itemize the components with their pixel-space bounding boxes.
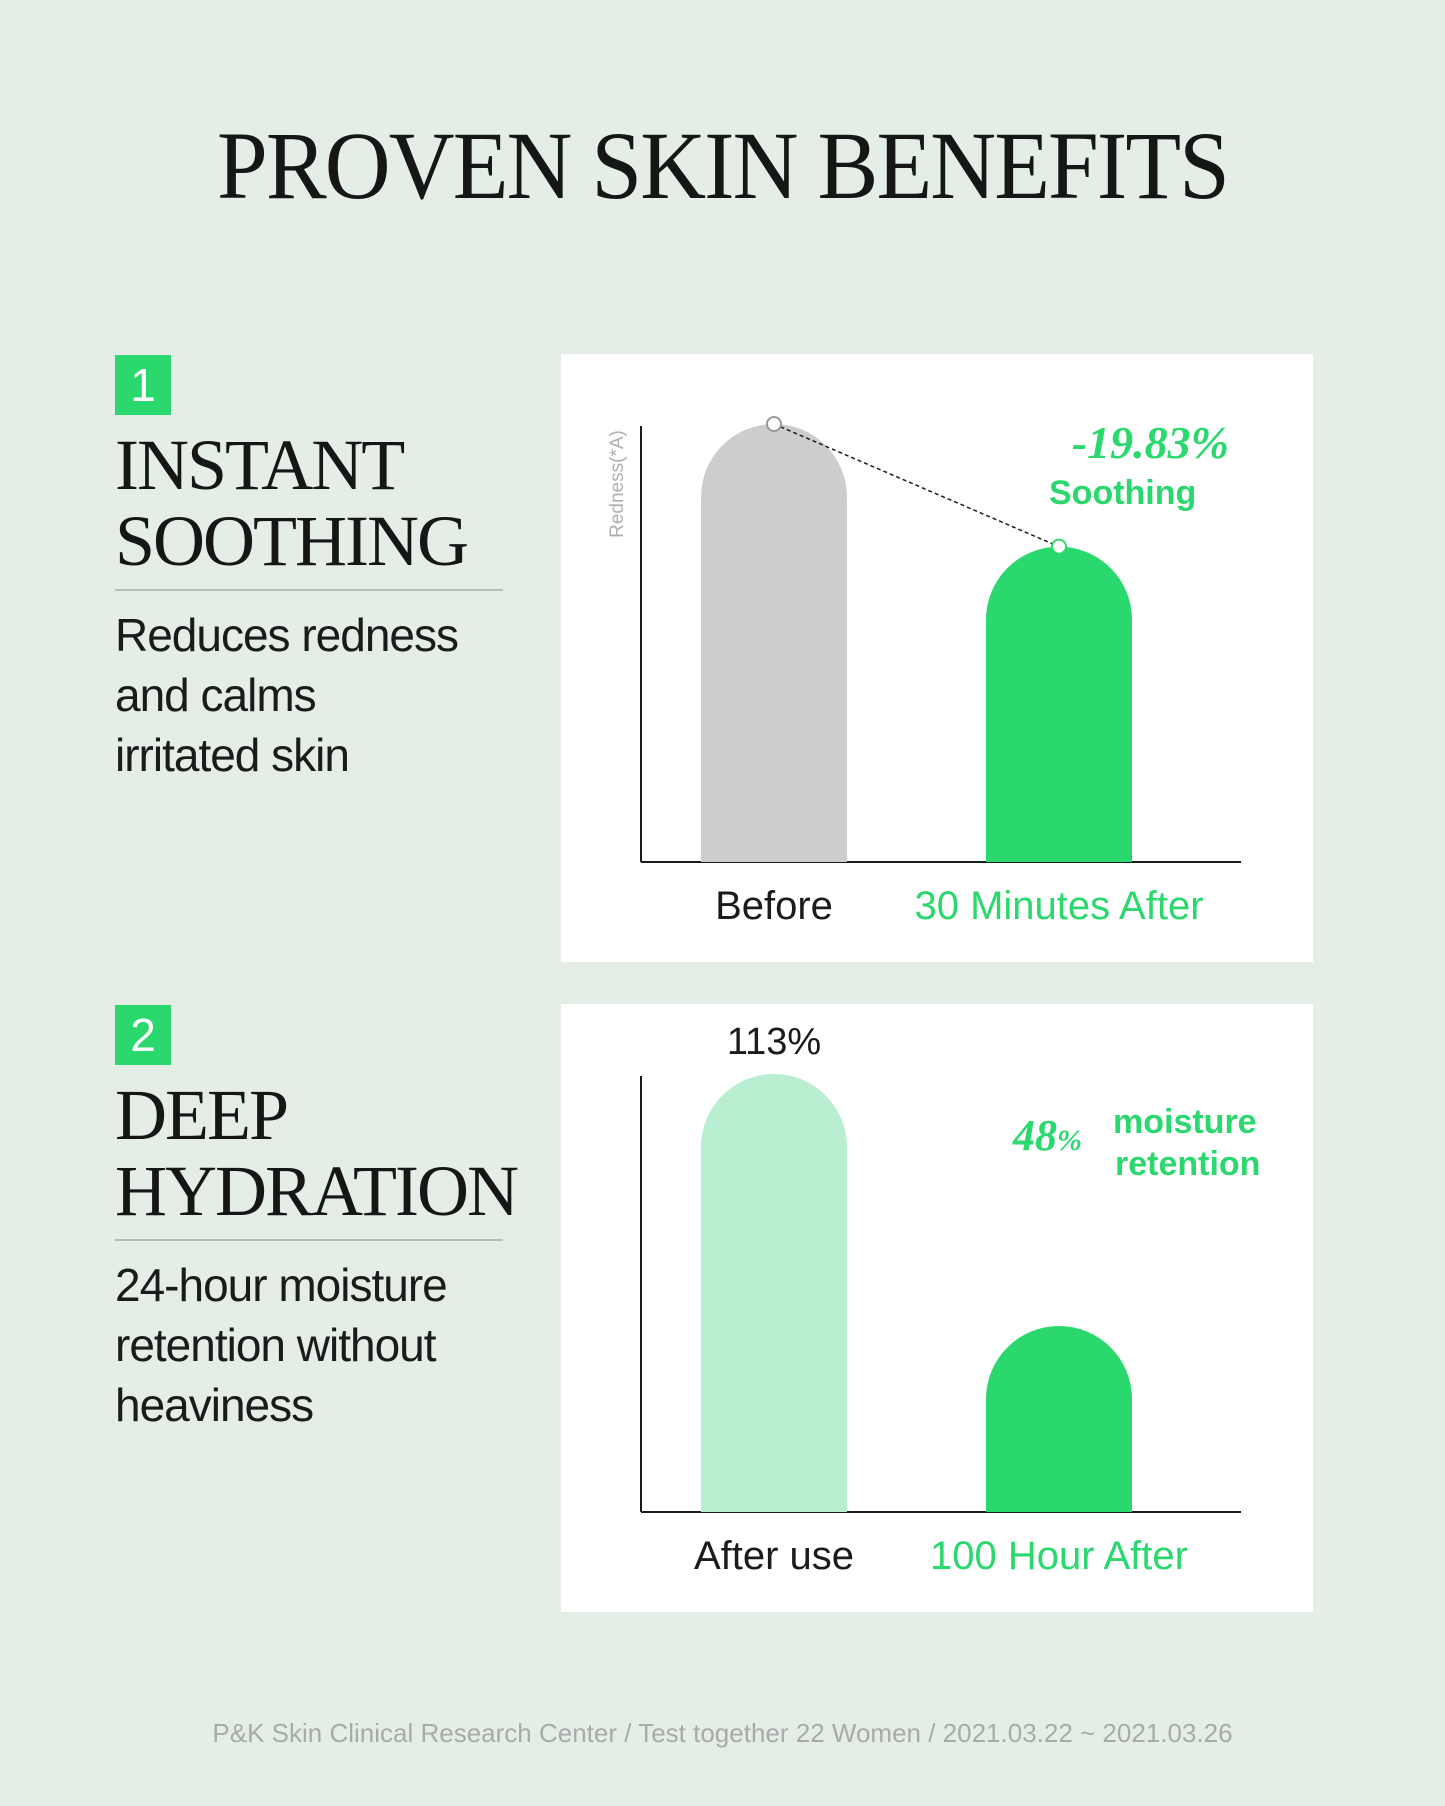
number-badge: 2 [115, 1005, 171, 1065]
moisture-chart: After use 100 Hour After 113% 48% moisture re… [640, 1021, 1260, 1578]
section-title: INSTANT SOOTHING [115, 427, 505, 579]
description-line: and calms [115, 669, 317, 721]
change-percentage: -19.83% [1072, 417, 1229, 468]
section-title-line: SOOTHING [115, 501, 469, 581]
redness-chart: Redness(*A) Before 30 Minutes After -19.83%… [607, 416, 1241, 928]
section-title-line: DEEP [115, 1075, 289, 1155]
x-tick-label: 100 Hour After [930, 1534, 1188, 1578]
data-point-marker [766, 416, 782, 432]
section-title: DEEP HYDRATION [115, 1075, 519, 1231]
bar-first [701, 424, 847, 862]
retention-percentage: 48% [1012, 1111, 1082, 1160]
page-title: PROVEN SKIN BENEFITS [217, 112, 1230, 219]
y-axis-label: Redness(*A) [607, 430, 628, 538]
section-title-line: HYDRATION [115, 1151, 519, 1231]
number-badge: 1 [115, 355, 171, 415]
bar-second [986, 1325, 1132, 1512]
redness-chart-card: Redness(*A) Before 30 Minutes After -19.83%… [561, 354, 1313, 962]
x-tick-label: 30 Minutes After [914, 884, 1203, 928]
benefit-section-hydration: 2 DEEP HYDRATION 24-hour moisture retent… [115, 1005, 519, 1435]
annotation-label: Soothing [1049, 474, 1196, 512]
x-tick-label: After use [694, 1534, 854, 1578]
trend-dashed-line [773, 423, 1060, 548]
description-line: 24-hour moisture [115, 1259, 448, 1311]
moisture-chart-card: After use 100 Hour After 113% 48% moisture re… [561, 1004, 1313, 1612]
description-line: heaviness [115, 1379, 314, 1431]
study-footnote: P&K Skin Clinical Research Center / Test… [212, 1718, 1233, 1748]
description-line: Reduces redness [115, 609, 459, 661]
section-description: 24-hour moisture retention without heavi… [115, 1255, 505, 1435]
section-title-line: INSTANT [115, 425, 405, 505]
x-tick-label: Before [715, 884, 833, 928]
annotation-label: moisture [1113, 1103, 1257, 1141]
description-line: irritated skin [115, 729, 350, 781]
percent-unit: % [1057, 1124, 1082, 1157]
annotation-label: retention [1115, 1145, 1260, 1183]
divider [115, 589, 503, 591]
bar-data-label: 113% [727, 1021, 821, 1063]
description-line: retention without [115, 1319, 437, 1371]
section-description: Reduces redness and calms irritated skin [115, 605, 505, 785]
bar-first [701, 1074, 847, 1512]
benefit-section-soothing: 1 INSTANT SOOTHING Reduces redness and c… [115, 355, 505, 785]
data-point-marker [1051, 538, 1067, 555]
bar-second [986, 546, 1132, 862]
divider [115, 1239, 503, 1241]
